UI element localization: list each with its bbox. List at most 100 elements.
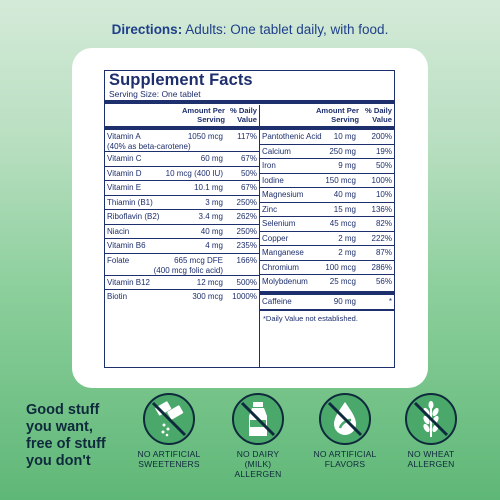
nutrient-name: Niacin xyxy=(107,226,130,236)
nutrient-daily-value: 87% xyxy=(375,248,392,257)
left-nutrient-row: Vitamin C 60 mg 67% xyxy=(105,151,259,166)
nutrient-daily-value: 82% xyxy=(375,219,392,228)
nutrient-name: Chromium xyxy=(262,262,299,272)
nutrient-daily-value: 250% xyxy=(236,197,257,207)
nutrient-note: (40% as beta-carotene) xyxy=(107,142,191,151)
nutrient-amount: 10.1 mg xyxy=(194,183,223,192)
label-card xyxy=(72,48,428,388)
nutrient-amount: 25 mcg xyxy=(329,277,356,286)
nutrient-daily-value: 56% xyxy=(375,277,392,286)
right-nutrient-row: Chromium 100 mcg 286% xyxy=(260,259,394,275)
nutrient-amount: 45 mcg xyxy=(329,219,356,228)
nutrient-amount: 40 mg xyxy=(333,190,356,199)
right-nutrient-row: Calcium 250 mg 19% xyxy=(260,143,394,159)
header-rule xyxy=(105,100,394,104)
left-nutrient-row: Vitamin B12 12 mcg 500% xyxy=(105,274,259,290)
nutrient-amount: 10 mg xyxy=(333,132,356,141)
milk-bottle-icon xyxy=(232,393,284,445)
right-nutrient-row: Manganese 2 mg 87% xyxy=(260,245,394,260)
nutrient-amount: 60 mg xyxy=(200,154,223,163)
nutrient-name: Thiamin (B1) xyxy=(107,197,153,207)
nutrient-name: Molybdenum xyxy=(262,277,308,286)
nutrient-amount: 40 mg xyxy=(200,226,223,236)
right-nutrient-row: Zinc 15 mg 136% xyxy=(260,201,394,217)
nutrient-name: Folate xyxy=(107,255,130,265)
nutrient-daily-value: 67% xyxy=(240,154,257,163)
nutrient-name: Riboflavin (B2) xyxy=(107,212,160,221)
nutrient-daily-value: 50% xyxy=(240,168,257,178)
nutrient-amount: 9 mg xyxy=(338,161,356,170)
nutrient-amount: 90 mg xyxy=(333,296,356,306)
right-nutrient-row: Iodine 150 mcg 100% xyxy=(260,172,394,188)
nutrient-name: Vitamin B12 xyxy=(107,277,150,287)
nutrient-daily-value: 117% xyxy=(237,132,257,141)
nutrient-name: Magnesium xyxy=(262,190,304,199)
nutrient-amount: 665 mcg DFE xyxy=(174,255,223,265)
nutrient-daily-value: 100% xyxy=(371,175,392,185)
nutrient-daily-value: 166% xyxy=(236,255,257,265)
supplement-facts-panel: Supplement Facts Serving Size: One table… xyxy=(104,70,395,368)
footnote: *Daily Value not established. xyxy=(263,314,358,323)
tagline: Good stuff you want, free of stuff you d… xyxy=(26,402,106,469)
nutrient-name: Iron xyxy=(262,161,276,170)
badge-no-artificial-sweeteners: NO ARTIFICIAL SWEETENERS xyxy=(130,392,208,469)
nutrient-amount: 2 mg xyxy=(338,233,356,243)
left-nutrient-row: Riboflavin (B2) 3.4 mg 262% xyxy=(105,209,259,224)
nutrient-amount: 4 mg xyxy=(205,241,223,250)
nutrient-name: Zinc xyxy=(262,204,278,214)
left-nutrient-row: Thiamin (B1) 3 mg 250% xyxy=(105,194,259,210)
nutrient-daily-value: 136% xyxy=(371,204,392,214)
nutrient-name: Iodine xyxy=(262,175,284,185)
facts-title: Supplement Facts xyxy=(109,71,253,89)
nutrient-daily-value: 67% xyxy=(240,183,257,192)
nutrient-amount: 2 mg xyxy=(338,248,356,257)
left-amount-header: Amount Per Serving xyxy=(181,106,225,124)
nutrient-daily-value: 250% xyxy=(236,226,257,236)
left-nutrient-row: Vitamin B6 4 mg 235% xyxy=(105,238,259,253)
left-nutrient-row: Vitamin D 10 mcg (400 IU) 50% xyxy=(105,165,259,181)
footnote-rule xyxy=(260,309,394,311)
badge-no-artificial-flavors: NO ARTIFICIAL FLAVORS xyxy=(306,392,384,469)
right-dv-header: % Daily Value xyxy=(364,106,392,124)
nutrient-daily-value: 19% xyxy=(375,146,392,156)
nutrient-amount: 100 mcg xyxy=(325,262,356,272)
nutrient-daily-value: * xyxy=(388,296,392,306)
nutrient-amount: 12 mcg xyxy=(196,277,223,287)
droplet-leaf-icon xyxy=(319,393,371,445)
right-nutrient-row: Copper 2 mg 222% xyxy=(260,230,394,246)
nutrient-name: Biotin xyxy=(107,292,128,301)
left-nutrient-row: Folate 665 mcg DFE 166% (400 mcg folic acid… xyxy=(105,252,259,275)
right-amount-header: Amount Per Serving xyxy=(315,106,359,124)
left-nutrient-row: Vitamin E 10.1 mg 67% xyxy=(105,180,259,195)
nutrient-daily-value: 10% xyxy=(375,190,392,199)
nutrient-name: Calcium xyxy=(262,146,291,156)
right-nutrient-row: Caffeine 90 mg * xyxy=(260,293,394,309)
nutrient-daily-value: 262% xyxy=(236,212,257,221)
nutrient-amount: 250 mg xyxy=(329,146,356,156)
nutrient-amount: 150 mcg xyxy=(325,175,356,185)
badge-no-dairy-allergen: NO DAIRY (MILK) ALLERGEN xyxy=(219,392,297,479)
nutrient-daily-value: 286% xyxy=(371,262,392,272)
directions-line: Directions: Adults: One tablet daily, wi… xyxy=(0,22,500,37)
nutrient-name: Vitamin B6 xyxy=(107,241,146,250)
columns-rule xyxy=(105,126,394,129)
sweetener-packet-icon xyxy=(143,393,195,445)
directions-text: Adults: One tablet daily, with food. xyxy=(185,22,389,37)
left-nutrient-row: Vitamin A 1050 mcg 117% (40% as beta-carote… xyxy=(105,129,259,151)
nutrient-amount: 3 mg xyxy=(205,197,223,207)
wheat-icon xyxy=(405,393,457,445)
nutrient-name: Selenium xyxy=(262,219,296,228)
nutrient-name: Manganese xyxy=(262,248,304,257)
nutrient-amount: 300 mcg xyxy=(192,292,223,301)
nutrient-name: Vitamin E xyxy=(107,183,142,192)
nutrient-name: Vitamin A xyxy=(107,132,141,141)
nutrient-amount: 10 mcg (400 IU) xyxy=(165,168,223,178)
right-nutrient-row: Selenium 45 mcg 82% xyxy=(260,216,394,231)
column-divider xyxy=(259,105,260,367)
nutrient-daily-value: 222% xyxy=(371,233,392,243)
left-nutrient-row: Biotin 300 mcg 1000% xyxy=(105,289,259,304)
nutrient-name: Caffeine xyxy=(262,296,292,306)
nutrient-daily-value: 235% xyxy=(236,241,257,250)
right-nutrient-row: Magnesium 40 mg 10% xyxy=(260,187,394,202)
nutrient-daily-value: 1000% xyxy=(232,292,257,301)
